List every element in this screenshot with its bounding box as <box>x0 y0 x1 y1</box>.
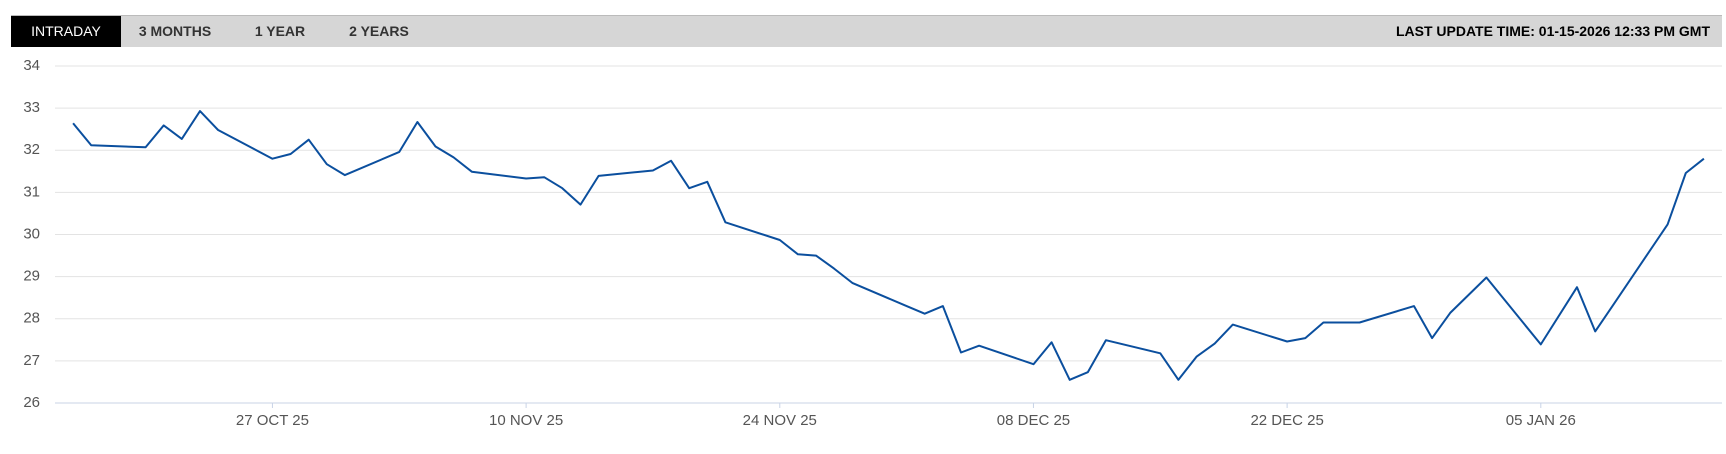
y-tick-label: 32 <box>23 141 40 158</box>
y-tick-label: 33 <box>23 99 40 116</box>
y-tick-label: 29 <box>23 268 40 285</box>
toolbar: INTRADAY 3 MONTHS 1 YEAR 2 YEARS LAST UP… <box>11 15 1722 47</box>
tab[interactable]: INTRADAY <box>11 16 121 47</box>
y-tick-label: 26 <box>23 394 40 411</box>
tab[interactable]: 2 YEARS <box>349 23 409 39</box>
tab[interactable]: 3 MONTHS <box>138 23 212 39</box>
price-line <box>72 110 1705 381</box>
y-tick-label: 31 <box>23 183 40 200</box>
x-tick-label: 05 JAN 26 <box>1506 412 1576 429</box>
x-tick-label: 24 NOV 25 <box>743 412 817 429</box>
x-tick-label: 08 DEC 25 <box>997 412 1070 429</box>
x-tick-label: 22 DEC 25 <box>1250 412 1323 429</box>
last-update: LAST UPDATE TIME: 01-15-2026 12:33 PM GM… <box>1395 23 1710 39</box>
tab[interactable]: 1 YEAR <box>254 23 306 39</box>
y-tick-label: 27 <box>23 352 40 369</box>
y-tick-label: 28 <box>23 310 40 327</box>
y-tick-label: 34 <box>23 57 40 74</box>
y-tick-label: 30 <box>23 225 40 242</box>
x-tick-label: 27 OCT 25 <box>236 412 309 429</box>
x-tick-label: 10 NOV 25 <box>489 412 563 429</box>
